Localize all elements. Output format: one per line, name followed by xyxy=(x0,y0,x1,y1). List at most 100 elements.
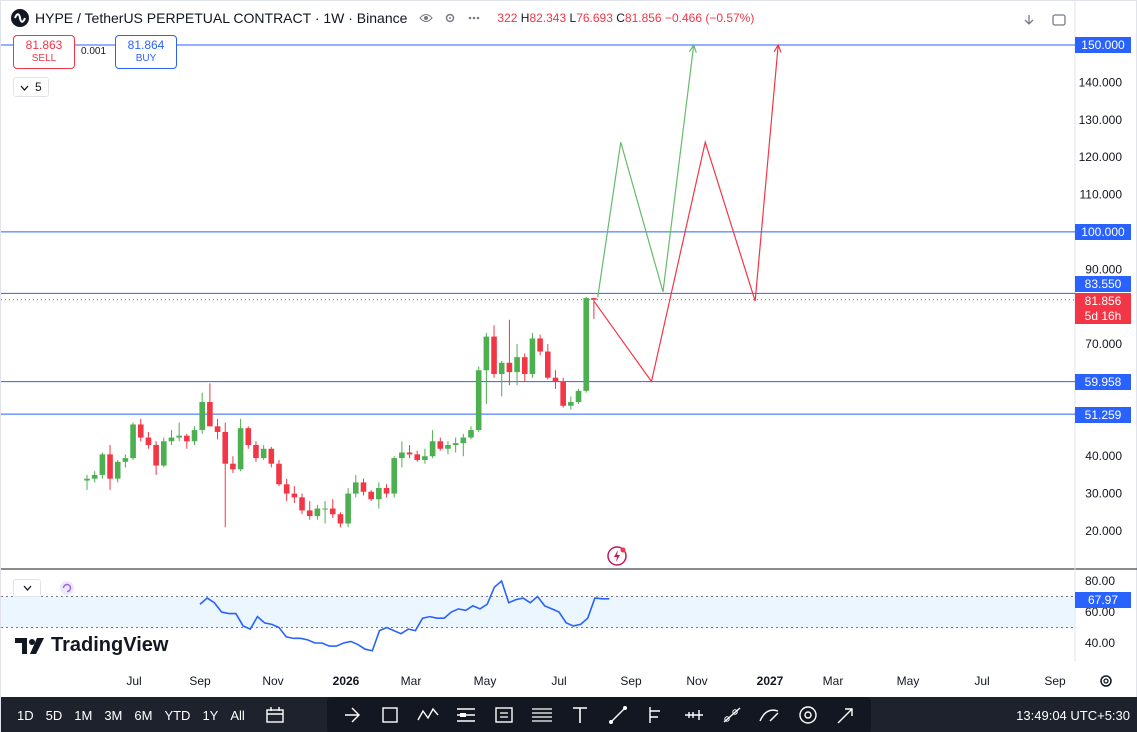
timeframe-1d[interactable]: 1D xyxy=(17,707,34,723)
rsi-tick-label: 40.00 xyxy=(1085,636,1115,650)
candle-body xyxy=(122,458,129,462)
pattern-icon[interactable] xyxy=(409,700,447,730)
flash-icon[interactable] xyxy=(606,545,628,572)
rsi-collapse-button[interactable] xyxy=(13,579,41,597)
candle-body xyxy=(521,357,528,374)
price-tick-label: 20.000 xyxy=(1085,524,1122,538)
gear-icon[interactable] xyxy=(1097,673,1115,691)
fork-icon[interactable] xyxy=(637,700,675,730)
symbol-legend: HYPE / TetherUS PERPETUAL CONTRACT · 1W … xyxy=(11,9,754,27)
ohlc-values: 322 H82.343 L76.693 C81.856 −0.466 (−0.5… xyxy=(497,11,754,25)
buy-label: BUY xyxy=(135,53,157,64)
refresh-icon[interactable] xyxy=(59,580,75,601)
time-tick-label: Nov xyxy=(262,674,283,688)
candle-body xyxy=(491,336,497,374)
hype-symbol-icon xyxy=(11,9,29,27)
brush-icon[interactable] xyxy=(713,700,751,730)
time-tick-label: May xyxy=(474,674,497,688)
settings-icon[interactable] xyxy=(441,9,459,27)
candle-body xyxy=(99,454,106,475)
level-tag-100[interactable]: 100.000 xyxy=(1075,224,1131,240)
lines-icon[interactable] xyxy=(523,700,561,730)
candle-body xyxy=(191,430,198,442)
candle-body xyxy=(84,478,90,481)
time-tick-label: 2027 xyxy=(757,674,784,688)
tradingview-logo-icon xyxy=(15,637,44,654)
candle-body xyxy=(529,338,536,374)
drawing-tools xyxy=(327,697,871,732)
rsi-tick-label: 80.00 xyxy=(1085,574,1115,588)
time-tick-label: Jul xyxy=(126,674,141,688)
high-value: 82.343 xyxy=(529,11,567,25)
level-tag-150[interactable]: 150.000 xyxy=(1075,37,1131,53)
text-icon[interactable] xyxy=(561,700,599,730)
candle-body xyxy=(337,514,344,524)
arrow-icon[interactable] xyxy=(827,700,865,730)
timeframe-3m[interactable]: 3M xyxy=(104,707,123,723)
horizontal-levels[interactable] xyxy=(1,44,1075,415)
candle-body xyxy=(137,424,144,438)
candle-body xyxy=(537,338,543,352)
sell-button[interactable]: 81.863 SELL xyxy=(13,35,75,69)
price-tick-label: 30.000 xyxy=(1085,487,1122,501)
time-axis[interactable]: Jul Sep Nov 2026 Mar May Jul Sep Nov 2027 Mar May Ju… xyxy=(126,674,1066,688)
candle-body xyxy=(414,454,421,460)
candle-body xyxy=(214,426,221,432)
candle-body xyxy=(468,430,474,438)
chart-top-buttons xyxy=(1018,9,1070,31)
candle-body xyxy=(475,370,482,431)
candle-body xyxy=(253,445,259,459)
candle-body xyxy=(498,362,505,374)
timeframe-5d[interactable]: 5D xyxy=(45,707,63,723)
change-value: −0.466 (−0.57%) xyxy=(664,11,755,25)
timeframe-1y[interactable]: 1Y xyxy=(202,707,219,723)
level-tag-83[interactable]: 83.550 xyxy=(1075,276,1131,292)
timeframe-all[interactable]: All xyxy=(230,707,245,723)
path-icon[interactable] xyxy=(751,700,789,730)
candle-body xyxy=(245,428,252,446)
candle-body xyxy=(222,431,229,464)
rectangle-icon[interactable] xyxy=(371,700,409,730)
eye-icon[interactable] xyxy=(789,700,827,730)
eye-icon[interactable] xyxy=(417,9,435,27)
fib-icon[interactable] xyxy=(485,700,523,730)
buy-button[interactable]: 81.864 BUY xyxy=(115,35,177,69)
candle-body xyxy=(314,508,321,517)
replay-icon[interactable] xyxy=(333,700,371,730)
chevron-down-icon xyxy=(20,80,29,94)
price-tick-label: 130.000 xyxy=(1079,113,1123,127)
date-range-icon[interactable] xyxy=(259,697,291,732)
fullscreen-icon[interactable] xyxy=(1048,9,1070,31)
chart-canvas[interactable]: 20.00030.00040.00060.00070.00090.000110.… xyxy=(1,1,1137,697)
projection-arrowhead-green xyxy=(688,43,697,53)
candle-body xyxy=(184,435,190,442)
timeframe-6m[interactable]: 6M xyxy=(134,707,153,723)
trendline-icon[interactable] xyxy=(599,700,637,730)
level-tag-51[interactable]: 51.259 xyxy=(1075,407,1131,423)
indicators-toggle[interactable]: 5 xyxy=(13,77,49,97)
last-price-tag[interactable]: 81.856 xyxy=(1075,293,1131,309)
more-icon[interactable] xyxy=(465,9,483,27)
time-tick-label: Mar xyxy=(823,674,844,688)
level-tag-59[interactable]: 59.958 xyxy=(1075,374,1131,390)
rsi-line xyxy=(199,579,610,652)
clock[interactable]: 13:49:04 UTC+5:30 xyxy=(1016,707,1130,723)
candle-body xyxy=(114,461,121,479)
timeframe-1m[interactable]: 1M xyxy=(74,707,93,723)
candle-body xyxy=(514,357,520,373)
price-tick-label: 110.000 xyxy=(1080,188,1123,202)
ruler-icon[interactable] xyxy=(675,700,713,730)
projection-paths[interactable] xyxy=(593,43,782,383)
candle-body xyxy=(368,491,374,500)
candle-body xyxy=(353,482,359,494)
time-tick-label: 2026 xyxy=(333,674,360,688)
time-tick-label: May xyxy=(897,674,920,688)
symbol-title[interactable]: HYPE / TetherUS PERPETUAL CONTRACT · 1W … xyxy=(35,10,408,26)
long-position-icon[interactable] xyxy=(447,700,485,730)
candle-body xyxy=(283,484,290,494)
timeframe-ytd[interactable]: YTD xyxy=(164,707,191,723)
download-icon[interactable] xyxy=(1018,9,1040,31)
time-tick-label: Sep xyxy=(620,674,642,688)
time-tick-label: Jul xyxy=(974,674,989,688)
candle-body xyxy=(383,488,390,494)
